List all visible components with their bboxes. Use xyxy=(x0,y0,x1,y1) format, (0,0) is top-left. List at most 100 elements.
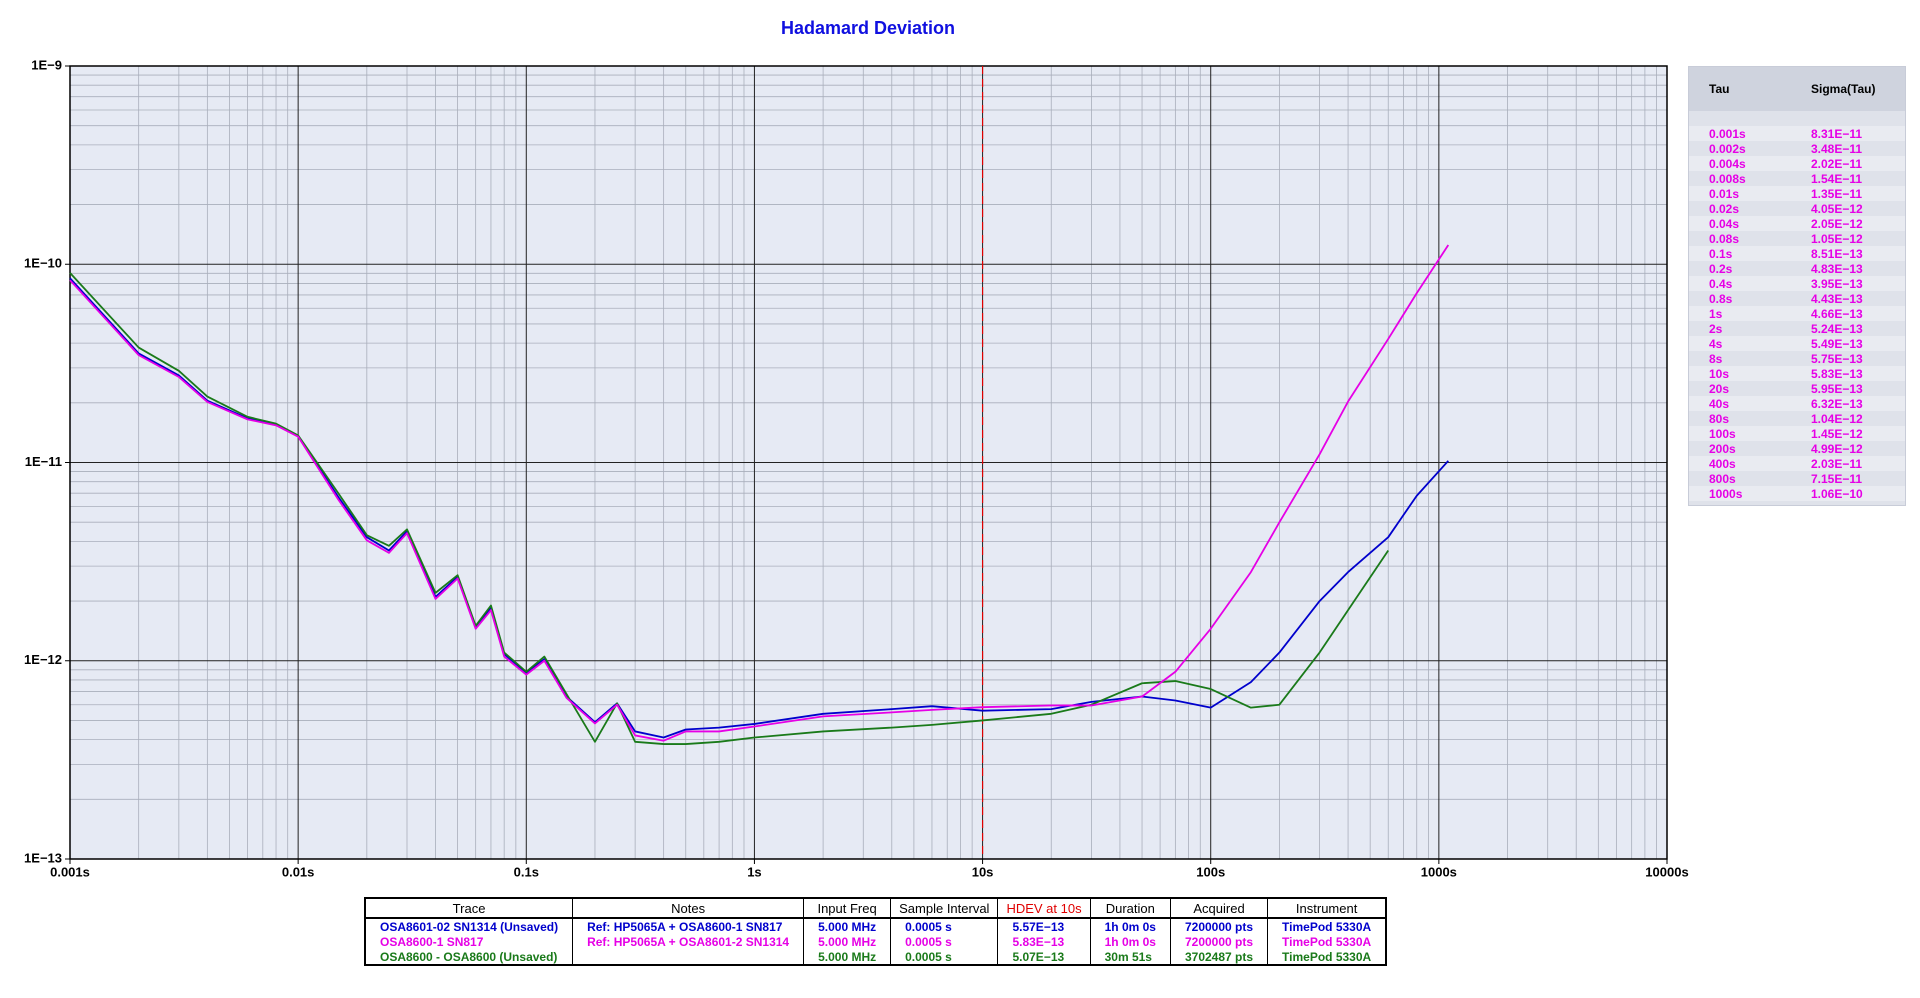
table-row: 40s 6.32E−13 xyxy=(1689,396,1905,411)
table-cell: 1h 0m 0s xyxy=(1089,934,1171,949)
table-cell: 4.83E−13 xyxy=(1811,261,1863,276)
header-cell: Tau xyxy=(1709,82,1730,96)
x-tick-label: 1000s xyxy=(1421,864,1457,879)
table-cell: 8s xyxy=(1709,351,1723,366)
table-cell: 0.0005 s xyxy=(890,934,999,949)
table-row: 2s 5.24E−13 xyxy=(1689,321,1905,336)
table-cell: 4.43E−13 xyxy=(1811,291,1863,306)
table-cell: 20s xyxy=(1709,381,1730,396)
table-cell: 40s xyxy=(1709,396,1730,411)
plot-frame xyxy=(69,65,1668,860)
header-cell: HDEV at 10s xyxy=(997,897,1091,919)
header-cell: Sample Interval xyxy=(890,897,999,919)
table-cell: 0.2s xyxy=(1709,261,1733,276)
chart-title: Hadamard Deviation xyxy=(781,18,955,38)
table-cell: 7200000 pts xyxy=(1169,934,1269,949)
table-cell: 2.03E−11 xyxy=(1811,456,1863,471)
table-cell: 1.54E−11 xyxy=(1811,171,1863,186)
tau-table: Tau Sigma(Tau) 0.001s 8.31E−11 0.002s 3.48E−1… xyxy=(1688,66,1906,506)
header-cell: Notes xyxy=(572,897,805,919)
table-cell: 2s xyxy=(1709,321,1723,336)
table-row: 0.04s 2.05E−12 xyxy=(1689,216,1905,231)
table-row: 0.2s 4.83E−13 xyxy=(1689,261,1905,276)
table-cell: Ref: HP5065A + OSA8601-2 SN1314 xyxy=(572,934,805,949)
table-cell: 4s xyxy=(1709,336,1723,351)
table-cell: 100s xyxy=(1709,426,1736,441)
table-cell: 5.83E−13 xyxy=(1811,366,1863,381)
table-cell: 5.75E−13 xyxy=(1811,351,1863,366)
table-cell: 0.0005 s xyxy=(890,949,999,965)
table-row: 800s 7.15E−11 xyxy=(1689,471,1905,486)
table-header: Tau Sigma(Tau) xyxy=(1689,67,1905,111)
table-row: OSA8600 - OSA8600 (Unsaved) 5.000 MHz 0.00… xyxy=(364,949,1387,965)
header-cell: Trace xyxy=(364,897,574,919)
table-cell: 0.4s xyxy=(1709,276,1733,291)
table-row: 0.004s 2.02E−11 xyxy=(1689,156,1905,171)
y-tick-label: 1E−9 xyxy=(31,57,62,72)
table-cell: 1.45E−12 xyxy=(1811,426,1863,441)
table-header: Trace Notes Input Freq Sample Interval HDEV … xyxy=(364,897,1387,919)
table-row: 0.02s 4.05E−12 xyxy=(1689,201,1905,216)
table-row: 0.8s 4.43E−13 xyxy=(1689,291,1905,306)
table-cell: 5.000 MHz xyxy=(803,949,892,965)
table-cell: 4.66E−13 xyxy=(1811,306,1863,321)
table-cell: 0.004s xyxy=(1709,156,1746,171)
table-row: 10s 5.83E−13 xyxy=(1689,366,1905,381)
table-row: 0.1s 8.51E−13 xyxy=(1689,246,1905,261)
table-cell: 400s xyxy=(1709,456,1736,471)
table-row: OSA8600-1 SN817 Ref: HP5065A + OSA8601-2 … xyxy=(364,934,1387,949)
table-cell: TimePod 5330A xyxy=(1267,949,1387,965)
table-row: 8s 5.75E−13 xyxy=(1689,351,1905,366)
table-cell: 3702487 pts xyxy=(1169,949,1269,965)
table-cell: 2.02E−11 xyxy=(1811,156,1863,171)
table-row: 100s 1.45E−12 xyxy=(1689,426,1905,441)
table-row: 20s 5.95E−13 xyxy=(1689,381,1905,396)
table-cell: 5.07E−13 xyxy=(997,949,1091,965)
x-tick-label: 0.01s xyxy=(282,864,315,879)
y-tick-label: 1E−10 xyxy=(24,256,62,271)
table-cell xyxy=(572,949,805,965)
table-cell: 0.008s xyxy=(1709,171,1746,186)
series-line xyxy=(69,244,1450,742)
table-cell: OSA8600 - OSA8600 (Unsaved) xyxy=(364,949,574,965)
table-cell: 0.002s xyxy=(1709,141,1746,156)
table-row: 4s 5.49E−13 xyxy=(1689,336,1905,351)
table-cell: 0.01s xyxy=(1709,186,1740,201)
table-cell: 1s xyxy=(1709,306,1723,321)
spacer xyxy=(1689,111,1905,126)
table-row: 0.008s 1.54E−11 xyxy=(1689,171,1905,186)
table-cell: 200s xyxy=(1709,441,1736,456)
table-cell: 4.05E−12 xyxy=(1811,201,1863,216)
y-tick-label: 1E−13 xyxy=(24,850,62,865)
x-tick-label: 0.001s xyxy=(50,864,90,879)
table-cell: 0.08s xyxy=(1709,231,1740,246)
table-row: 80s 1.04E−12 xyxy=(1689,411,1905,426)
table-row: 0.4s 3.95E−13 xyxy=(1689,276,1905,291)
trace-table: Trace Notes Input Freq Sample Interval HDEV … xyxy=(364,897,1388,966)
header-cell: Acquired xyxy=(1169,897,1269,919)
table-cell: 1.35E−11 xyxy=(1811,186,1863,201)
x-tick-label: 10s xyxy=(972,864,994,879)
table-cell: 3.48E−11 xyxy=(1811,141,1863,156)
table-cell: 6.32E−13 xyxy=(1811,396,1863,411)
table-cell: 5.000 MHz xyxy=(803,918,892,934)
table-row: 0.01s 1.35E−11 xyxy=(1689,186,1905,201)
table-cell: 0.8s xyxy=(1709,291,1733,306)
table-cell: 4.99E−12 xyxy=(1811,441,1863,456)
y-tick-label: 1E−12 xyxy=(24,652,62,667)
header-cell: Sigma(Tau) xyxy=(1811,82,1876,96)
table-cell: 5.24E−13 xyxy=(1811,321,1863,336)
header-cell: Instrument xyxy=(1267,897,1387,919)
table-cell: Ref: HP5065A + OSA8600-1 SN817 xyxy=(572,918,805,934)
table-row: 1000s 1.06E−10 xyxy=(1689,486,1905,501)
table-cell: 5.49E−13 xyxy=(1811,336,1863,351)
table-cell: 8.51E−13 xyxy=(1811,246,1863,261)
table-cell: 3.95E−13 xyxy=(1811,276,1863,291)
table-row: 200s 4.99E−12 xyxy=(1689,441,1905,456)
table-cell: 1h 0m 0s xyxy=(1089,918,1171,934)
series-line xyxy=(69,272,1389,745)
table-cell: 2.05E−12 xyxy=(1811,216,1863,231)
x-tick-label: 0.1s xyxy=(514,864,539,879)
table-cell: TimePod 5330A xyxy=(1267,918,1387,934)
